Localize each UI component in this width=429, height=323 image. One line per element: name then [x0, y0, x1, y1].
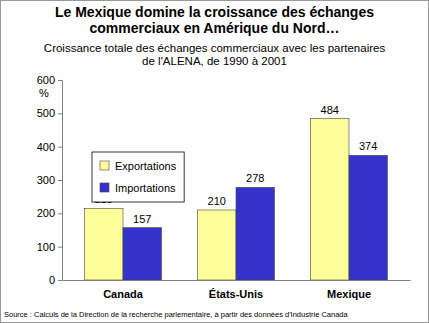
y-tick: 500 [37, 107, 62, 119]
y-tick-mark [58, 280, 62, 281]
y-tick-label: 200 [37, 207, 55, 219]
text-line: de l'ALENA, de 1990 à 2001 [142, 55, 287, 67]
y-tick-mark [58, 113, 62, 114]
x-tick-label: États-Unis [209, 288, 263, 300]
bars [85, 119, 388, 280]
y-tick: 400 [37, 141, 62, 153]
y-axis: 0 100 200 300 400 500 600 [37, 74, 63, 286]
data-label: 484 [321, 104, 339, 116]
bar [198, 210, 236, 280]
y-label: % [39, 87, 49, 99]
x-tick: Canada [103, 280, 144, 300]
x-tick-label: Mexique [327, 288, 371, 300]
y-tick-label: 100 [37, 241, 55, 253]
legend-box [92, 152, 184, 202]
y-tick-mark [58, 80, 62, 81]
y-tick: 200 [37, 207, 62, 219]
y-tick: 100 [37, 241, 62, 253]
y-tick-label: 500 [37, 107, 55, 119]
y-tick-label: 600 [37, 74, 55, 86]
text-line: Le Mexique domine la croissance des écha… [55, 4, 374, 20]
y-tick-mark [58, 247, 62, 248]
x-tick: Mexique [327, 280, 371, 300]
y-tick-mark [58, 213, 62, 214]
chart-svg: Le Mexique domine la croissance des écha… [0, 0, 429, 323]
y-tick: 0 [49, 274, 62, 286]
legend: Exportations Importations [92, 152, 184, 202]
chart-container: Le Mexique domine la croissance des écha… [0, 0, 429, 323]
data-label: 374 [359, 140, 377, 152]
y-tick-mark [58, 147, 62, 148]
x-tick: États-Unis [209, 280, 263, 300]
x-tick-label: Canada [103, 288, 144, 300]
y-axis-line [62, 81, 63, 281]
data-label: 278 [246, 172, 264, 184]
x-axis: Canada États-Unis Mexique [63, 280, 411, 300]
source: Source : Calculs de la Direction de la r… [4, 310, 349, 319]
data-label: 157 [133, 213, 151, 225]
y-tick-mark [58, 180, 62, 181]
bar [85, 208, 123, 280]
x-axis-line [63, 280, 411, 281]
bar [349, 155, 387, 280]
text-line: commerciaux en Amérique du Nord… [90, 20, 340, 36]
legend-label: Importations [115, 182, 176, 194]
legend-swatch [100, 183, 109, 192]
background [1, 1, 429, 323]
y-tick: 300 [37, 174, 62, 186]
data-label: 210 [208, 195, 226, 207]
y-tick: 600 [37, 74, 62, 86]
y-tick-label: 400 [37, 141, 55, 153]
y-tick-label: 0 [49, 274, 55, 286]
bar [311, 119, 349, 280]
bar [236, 187, 274, 280]
legend-swatch [100, 161, 109, 170]
subtitle: Croissance totale des échanges commercia… [44, 42, 386, 67]
title: Le Mexique domine la croissance des écha… [55, 4, 374, 36]
y-tick-label: 300 [37, 174, 55, 186]
bar [123, 228, 161, 280]
text-line: Croissance totale des échanges commercia… [44, 42, 386, 54]
data-labels: 215210484157278374 [95, 104, 378, 225]
legend-label: Exportations [115, 160, 177, 172]
